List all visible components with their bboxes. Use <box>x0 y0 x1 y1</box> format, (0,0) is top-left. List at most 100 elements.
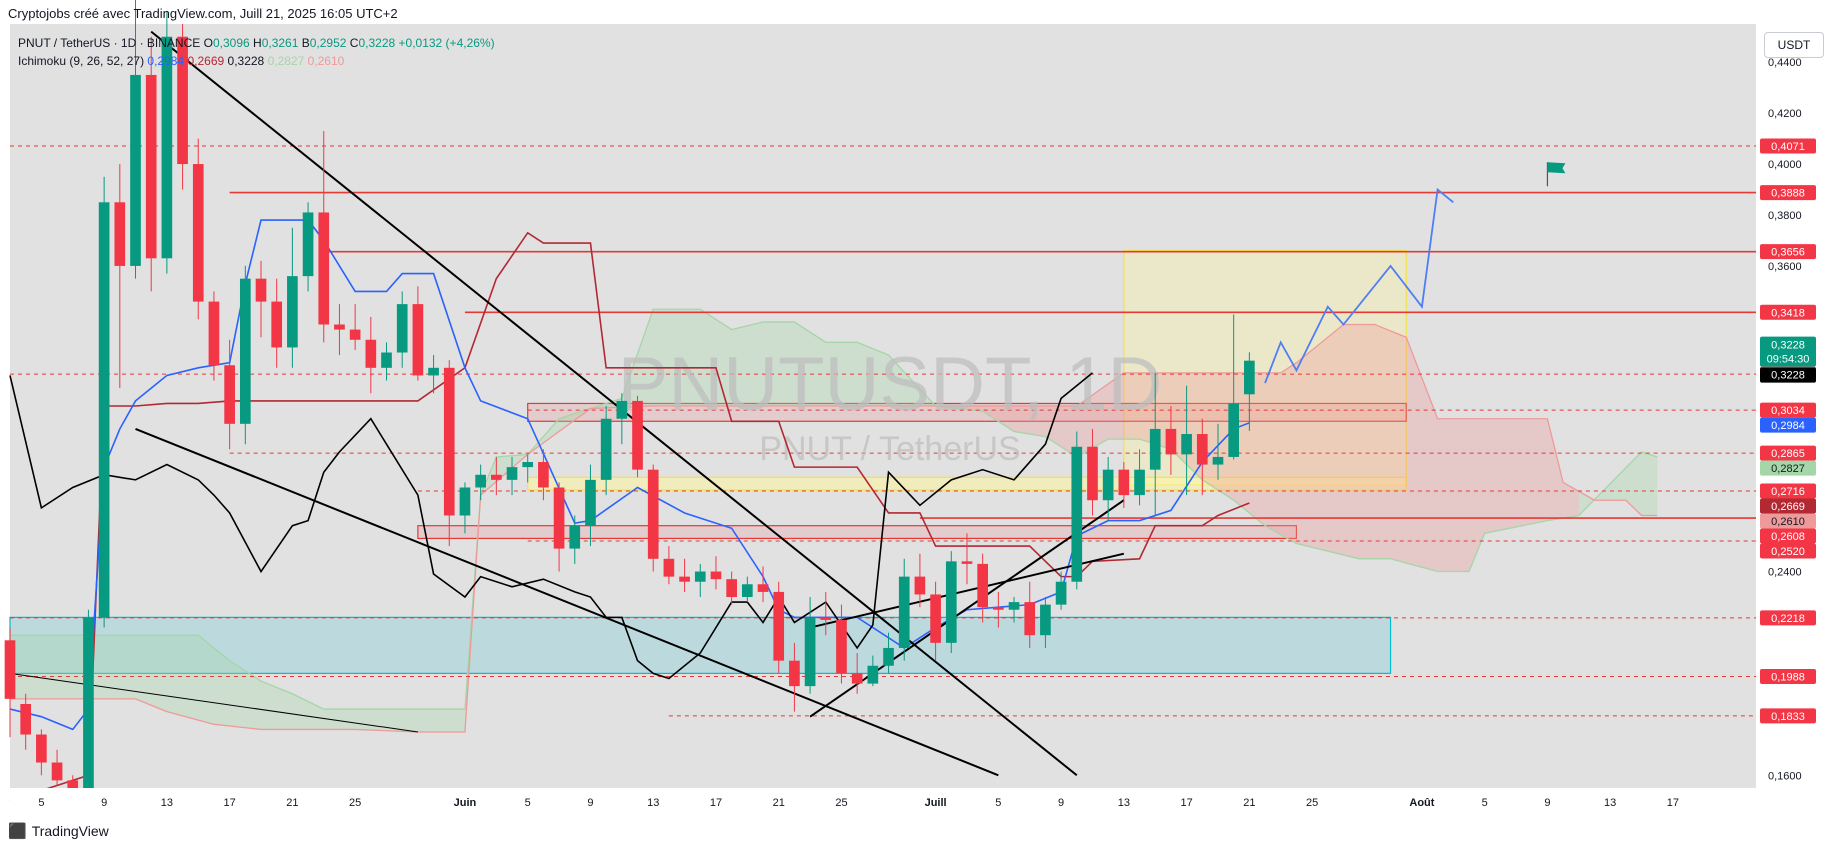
candle-2025-05-23 <box>318 130 330 343</box>
x-tick-label: 25 <box>1306 797 1318 809</box>
forecast[interactable] <box>1264 162 1566 384</box>
x-tick-label: Juin <box>454 797 477 809</box>
candle-2025-06-18 <box>726 571 737 605</box>
price-tag-6: 0,2984 <box>1760 417 1816 433</box>
candle-2025-05-16 <box>208 291 220 381</box>
candle-body <box>1102 469 1114 501</box>
y-tick-label: 0,2400 <box>1768 567 1802 579</box>
x-tick-label: Août <box>1409 797 1434 809</box>
legend-close: 0,3228 <box>358 36 396 50</box>
candle-body <box>177 36 188 165</box>
candle-body <box>302 212 314 277</box>
candle-2025-05-19 <box>255 260 267 338</box>
candle-2025-06-06 <box>538 449 549 501</box>
x-tick-label: 5 <box>995 797 1001 809</box>
ichimoku-lead-a-line <box>10 308 1658 710</box>
ichimoku-lead-b-line <box>10 323 1658 733</box>
candle-2025-05-11 <box>130 0 141 279</box>
candle-body <box>569 525 581 549</box>
candle-2025-06-21 <box>773 581 785 674</box>
legend-symbol[interactable]: PNUT / TetherUS · 1D · BINANCE <box>18 36 201 50</box>
zone-blue-0 <box>9 616 1392 675</box>
price-tag-label: 0,4071 <box>1771 141 1805 153</box>
candle-2025-06-26 <box>851 653 863 694</box>
x-tick-label: 17 <box>224 797 236 809</box>
price-tag-label: 0,3034 <box>1771 405 1805 417</box>
candle-2025-07-05 <box>993 591 1004 628</box>
trendline-1[interactable] <box>135 427 999 777</box>
price-tag-bg <box>1760 185 1816 201</box>
y-tick-label: 0,4000 <box>1768 159 1802 171</box>
x-axis[interactable]: 5 9 13 17 21 25 Juin 5 9 13 17 21 25 Juill 5 9 13 17 21 25 A… <box>38 797 1679 809</box>
candle-2025-07-02 <box>945 551 957 654</box>
price-tag-label: 0,2520 <box>1771 546 1805 558</box>
flag-icon[interactable] <box>1546 162 1566 187</box>
tradingview-logo-icon: ⬛ <box>8 823 27 840</box>
candle-body <box>475 474 486 488</box>
candle-2025-05-20 <box>271 278 283 368</box>
price-tag-5: 0,3034 <box>1760 402 1816 418</box>
candle-2025-06-24 <box>820 591 832 636</box>
price-tag-9: 0,2716 <box>1760 483 1816 499</box>
ichimoku-base-line <box>9 231 1250 802</box>
candle-body <box>1087 446 1098 501</box>
candle-2025-05-17 <box>224 339 235 450</box>
candle-body <box>1165 428 1177 455</box>
crosshair-price-value: 0,3228 <box>1771 370 1805 382</box>
legend-indicator[interactable]: Ichimoku (9, 26, 52, 27) <box>18 54 145 68</box>
candle-body <box>1040 604 1051 636</box>
candle-2025-07-13 <box>1118 462 1130 508</box>
candle-body <box>1196 434 1208 465</box>
candle-2025-07-12 <box>1102 456 1114 521</box>
candle-2025-07-16 <box>1165 406 1177 475</box>
candle-2025-07-14 <box>1134 449 1145 506</box>
price-tag-16: 0,1833 <box>1760 708 1816 724</box>
last-price-tag: 0,3228 09:54:30 <box>1760 336 1816 367</box>
candle-body <box>51 762 63 781</box>
legend-change: +0,0132 (+4,26%) <box>398 36 495 50</box>
candle-body <box>1181 434 1192 455</box>
x-tick-label: 21 <box>286 797 298 809</box>
candle-body <box>36 734 47 763</box>
candle-body <box>585 479 596 526</box>
candle-body <box>694 571 706 582</box>
candle-body <box>757 584 769 592</box>
candle-body <box>1228 403 1240 457</box>
footer-brand: TradingView <box>31 823 109 839</box>
price-tag-label: 0,1833 <box>1771 711 1805 723</box>
candle-body <box>726 579 737 597</box>
legend-close-label: C <box>349 36 359 50</box>
candle-2025-07-17 <box>1181 385 1192 496</box>
candle-body <box>20 703 32 735</box>
candle-2025-05-04 <box>20 693 32 750</box>
price-tag-3: 0,3418 <box>1760 304 1816 320</box>
candle-body <box>192 164 204 302</box>
legend-lead-b-value: 0,2610 <box>307 54 345 68</box>
price-tag-bg <box>1760 708 1816 724</box>
price-tag-label: 0,2610 <box>1771 516 1805 528</box>
y-axis[interactable]: 0,1600 0,3800 0,3600 0,4000 0,4200 0,4400 0,24… <box>1768 57 1802 782</box>
x-tick-label: 21 <box>773 797 785 809</box>
candle-body <box>1134 469 1145 496</box>
x-tick-label: 21 <box>1243 797 1255 809</box>
x-tick-label: 9 <box>101 797 107 809</box>
candle-body <box>98 202 110 618</box>
x-tick-label: 25 <box>349 797 361 809</box>
candle-2025-05-13 <box>161 11 173 274</box>
candle-body <box>381 352 392 368</box>
candle-2025-06-01 <box>459 482 471 534</box>
trendline-4[interactable] <box>9 672 418 733</box>
price-tag-bg <box>1760 498 1816 514</box>
trendline-0[interactable] <box>150 30 1078 777</box>
legend-open: 0,3096 <box>212 36 250 50</box>
candle-2025-06-03 <box>490 456 502 496</box>
candle-2025-07-06 <box>1008 597 1020 623</box>
candle-2025-05-27 <box>381 342 392 381</box>
attribution-text: Cryptojobs créé avec TradingView.com, Ju… <box>8 6 398 21</box>
currency-button[interactable]: USDT <box>1764 32 1824 58</box>
legend: PNUT / TetherUS · 1D · BINANCE O0,3096 H… <box>18 34 495 70</box>
x-tick-label: 13 <box>161 797 173 809</box>
forecast-path[interactable] <box>1264 187 1454 384</box>
